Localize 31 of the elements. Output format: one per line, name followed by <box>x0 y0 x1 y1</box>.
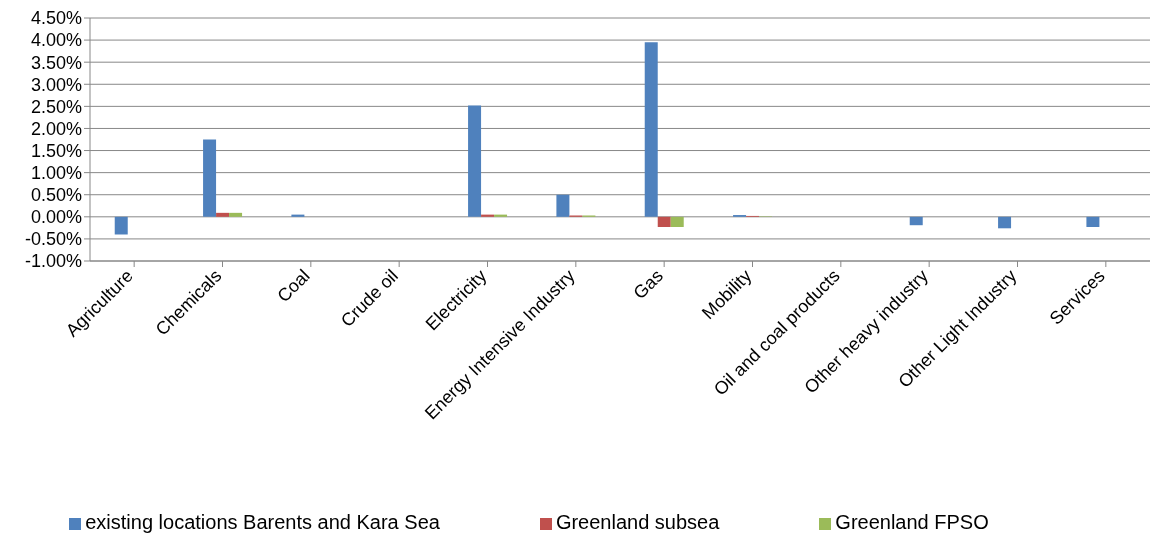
y-tick-label: -1.00% <box>24 251 82 272</box>
bar <box>556 194 570 217</box>
bar <box>229 212 243 217</box>
y-tick-label: -0.50% <box>24 229 82 250</box>
bar <box>216 212 230 217</box>
legend-label: existing locations Barents and Kara Sea <box>85 511 440 533</box>
bar <box>114 216 128 235</box>
bar <box>909 216 923 226</box>
y-tick-label: 2.00% <box>30 118 82 139</box>
y-tick-label: 0.50% <box>30 185 82 206</box>
y-tick-label: 0.00% <box>30 207 82 228</box>
bar <box>481 214 495 217</box>
y-tick-label: 4.50% <box>30 8 82 29</box>
bar <box>644 42 658 217</box>
bar <box>494 214 508 217</box>
bar <box>468 105 482 217</box>
bar <box>203 139 217 217</box>
legend-label: Greenland subsea <box>555 511 720 533</box>
bar <box>1086 216 1100 227</box>
y-tick-label: 3.50% <box>30 52 82 73</box>
y-tick-label: 1.00% <box>30 163 82 184</box>
bar <box>291 214 305 217</box>
bar <box>657 216 671 227</box>
y-tick-label: 1.50% <box>30 140 82 161</box>
x-tick-label: Gas <box>629 265 667 304</box>
y-tick-label: 2.50% <box>30 96 82 117</box>
legend-label: Greenland FPSO <box>835 511 989 533</box>
y-tick-label: 3.00% <box>30 74 82 95</box>
bar <box>998 216 1012 229</box>
bar <box>670 216 684 227</box>
y-tick-label: 4.00% <box>30 30 82 51</box>
